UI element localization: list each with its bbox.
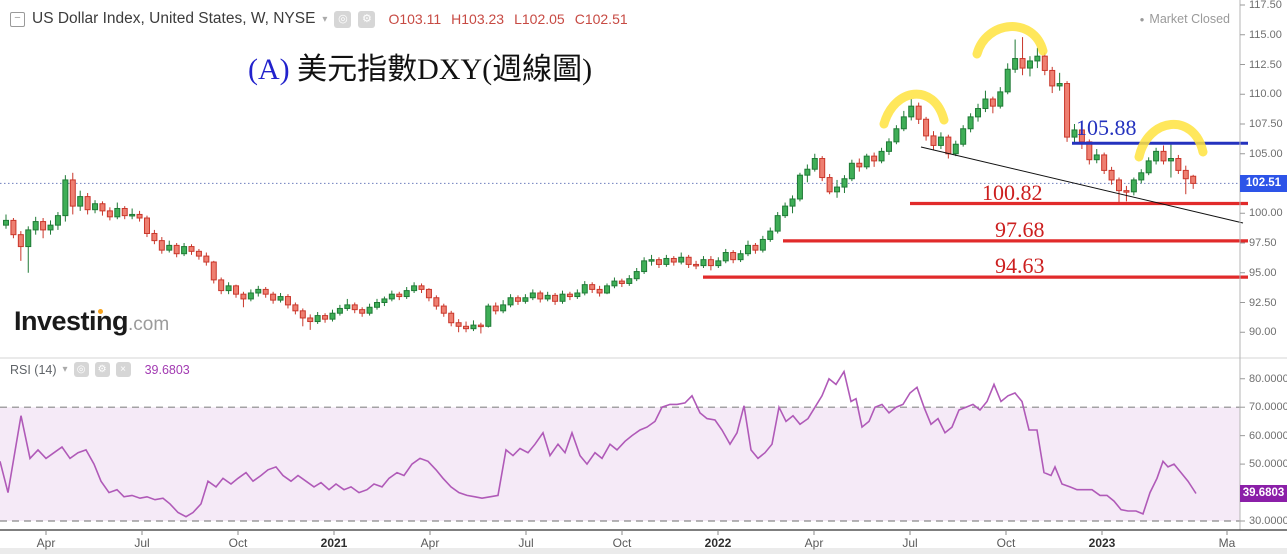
collapse-pane-icon[interactable]: −	[10, 11, 25, 27]
logo-orange-dot-icon	[98, 309, 103, 314]
chart-annotation-title: (A) 美元指數DXY(週線圖)	[248, 44, 592, 88]
rsi-header: RSI (14) ▾ ◎ ⚙ × 39.6803	[10, 362, 190, 377]
status-dot-icon: ●	[1139, 14, 1145, 24]
resistance-level-label: 105.88	[1076, 115, 1137, 140]
chevron-down-icon[interactable]: ▾	[322, 13, 328, 25]
support-level-label-1: 100.82	[982, 180, 1043, 205]
symbol-title: US Dollar Index, United States, W, NYSE	[32, 10, 316, 27]
rsi-settings-button[interactable]: ⚙	[94, 362, 110, 377]
market-status: ● Market Closed	[1140, 12, 1230, 26]
rsi-close-button[interactable]: ×	[115, 362, 131, 377]
support-level-label-3: 94.63	[995, 253, 1045, 278]
rsi-label: RSI (14)	[10, 362, 57, 377]
rsi-eye-icon: ◎	[76, 364, 86, 375]
title-prefix: (A)	[248, 53, 298, 86]
rsi-gear-icon: ⚙	[97, 364, 107, 375]
rsi-chevron-down-icon[interactable]: ▾	[62, 364, 68, 375]
support-level-label-2: 97.68	[995, 217, 1045, 242]
low-value: L102.05	[514, 11, 565, 27]
market-status-text: Market Closed	[1149, 12, 1230, 26]
symbol-header: − US Dollar Index, United States, W, NYS…	[10, 10, 628, 28]
visibility-button[interactable]: ◎	[334, 10, 352, 28]
rsi-visibility-button[interactable]: ◎	[73, 362, 89, 377]
gear-icon: ⚙	[362, 12, 372, 25]
title-text: 美元指數DXY(週線圖)	[297, 53, 593, 86]
current-price-badge: 102.51	[1240, 174, 1287, 192]
rsi-close-icon: ×	[120, 364, 126, 375]
ohlc-readout: O103.11 H103.23 L102.05 C102.51	[388, 11, 627, 27]
logo-name: Investing	[14, 306, 129, 336]
open-value: O103.11	[388, 11, 442, 27]
current-rsi-badge: 39.6803	[1240, 484, 1287, 502]
eye-icon: ◎	[338, 12, 348, 25]
rsi-value: 39.6803	[144, 362, 190, 377]
high-value: H103.23	[451, 11, 505, 27]
investing-logo[interactable]: Investing.com	[14, 306, 169, 337]
settings-button[interactable]: ⚙	[358, 10, 376, 28]
logo-domain: .com	[128, 314, 170, 335]
close-value: C102.51	[574, 11, 628, 27]
